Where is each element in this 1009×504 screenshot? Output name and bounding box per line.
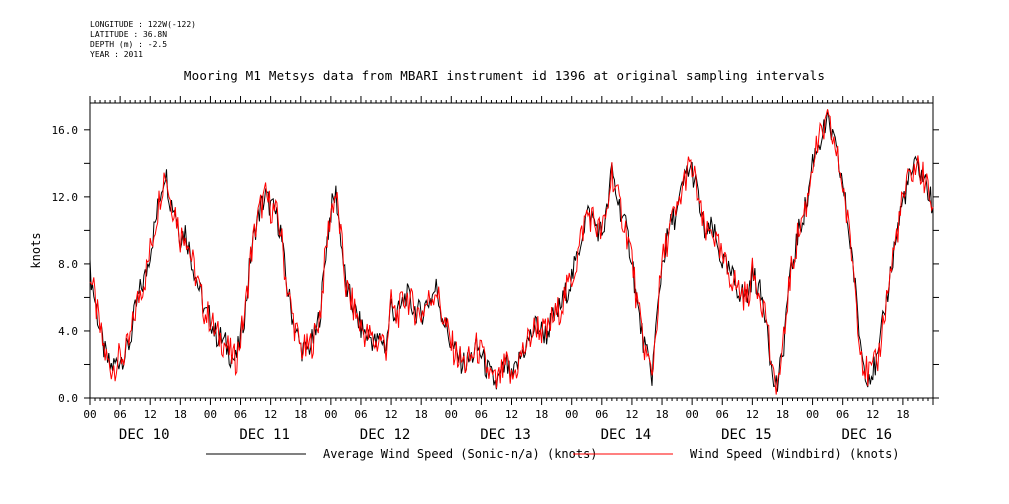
plot-frame [89,102,934,399]
x-tick-label: 18 [535,408,548,421]
x-tick-label: 06 [716,408,729,421]
x-tick-label: 00 [324,408,337,421]
year-label: YEAR : 2011 [90,50,143,59]
day-label: DEC 15 [721,427,772,443]
y-tick-label: 8.0 [58,258,78,271]
x-tick-label: 12 [625,408,638,421]
x-tick-label: 06 [113,408,126,421]
x-tick-label: 00 [83,408,96,421]
x-tick-label: 06 [836,408,849,421]
x-tick-label: 06 [475,408,488,421]
depth-label: DEPTH (m) : -2.5 [90,40,168,49]
x-tick-label: 18 [776,408,789,421]
x-tick-label: 12 [144,408,157,421]
x-tick-label: 12 [384,408,397,421]
longitude-label: LONGITUDE : 122W(-122) [90,20,196,29]
x-tick-label: 12 [505,408,518,421]
legend-sonic-label: Average Wind Speed (Sonic-n/a) (knots) [323,447,598,461]
x-tick-label: 12 [866,408,879,421]
x-tick-label: 18 [294,408,307,421]
y-tick-label: 16.0 [52,124,79,137]
y-tick-label: 4.0 [58,325,78,338]
latitude-label: LATITUDE : 36.8N [90,30,168,39]
x-tick-label: 00 [686,408,699,421]
x-tick-label: 00 [204,408,217,421]
series-sonic-line [89,109,934,392]
chart-title: Mooring M1 Metsys data from MBARI instru… [183,68,826,83]
day-label: DEC 11 [239,427,290,443]
series-windbird-line [89,109,934,395]
x-tick-label: 00 [806,408,819,421]
x-tick-label: 00 [565,408,578,421]
y-tick-label: 12.0 [52,191,79,204]
y-axis-label: knots [29,232,43,268]
day-label: DEC 12 [360,427,411,443]
x-tick-label: 12 [264,408,277,421]
metadata-block: LONGITUDE : 122W(-122) LATITUDE : 36.8N … [90,20,196,60]
day-label: DEC 14 [601,427,652,443]
legend-windbird-label: Wind Speed (Windbird) (knots) [690,447,900,461]
x-tick-label: 06 [234,408,247,421]
x-tick-label: 18 [174,408,187,421]
x-tick-label: 18 [655,408,668,421]
y-tick-label: 0.0 [58,392,78,405]
x-tick-label: 06 [595,408,608,421]
x-tick-label: 18 [896,408,909,421]
x-tick-label: 18 [415,408,428,421]
x-tick-label: 06 [354,408,367,421]
day-label: DEC 10 [119,427,170,443]
x-tick-label: 12 [746,408,759,421]
day-label: DEC 13 [480,427,531,443]
x-tick-label: 00 [445,408,458,421]
day-label: DEC 16 [841,427,892,443]
